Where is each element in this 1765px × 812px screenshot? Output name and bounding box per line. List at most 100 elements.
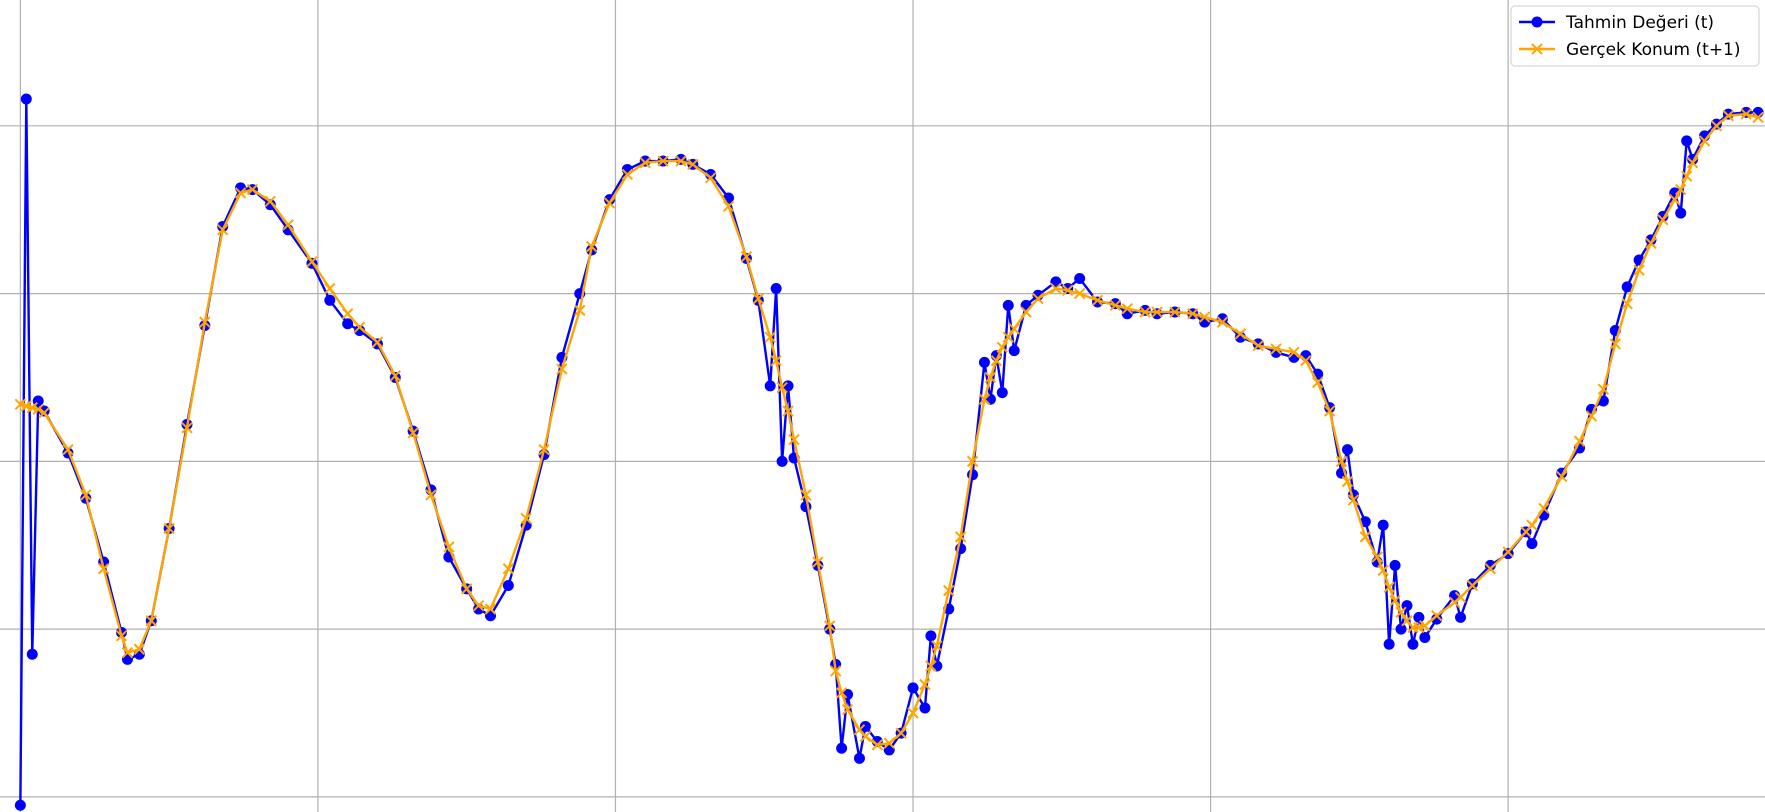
point	[1312, 376, 1324, 389]
point	[520, 512, 532, 525]
point	[829, 665, 842, 677]
point	[883, 737, 895, 749]
point	[770, 354, 782, 367]
point	[770, 283, 782, 295]
point	[1109, 299, 1122, 312]
point	[1455, 611, 1467, 623]
point	[1609, 338, 1621, 350]
point	[835, 687, 848, 699]
point	[121, 646, 134, 659]
point	[1377, 519, 1389, 531]
point	[472, 599, 485, 612]
point	[324, 294, 336, 306]
point	[1288, 346, 1300, 359]
point	[1395, 606, 1407, 619]
point	[282, 219, 294, 231]
point	[1020, 306, 1032, 318]
point	[1454, 591, 1467, 603]
point	[1383, 638, 1395, 650]
point	[502, 580, 514, 592]
point	[1169, 306, 1181, 318]
point	[1008, 323, 1020, 335]
point	[1389, 594, 1401, 607]
point	[919, 678, 931, 691]
point	[1680, 170, 1693, 182]
point	[1395, 623, 1407, 635]
point	[1645, 237, 1657, 249]
point	[234, 187, 247, 199]
point	[704, 172, 717, 184]
point	[556, 363, 568, 375]
point	[80, 489, 92, 501]
point	[925, 630, 937, 642]
point	[342, 318, 354, 330]
point	[752, 292, 765, 305]
point	[1675, 207, 1687, 219]
point	[1502, 546, 1514, 558]
point	[1431, 610, 1443, 622]
point	[722, 200, 735, 213]
point	[1139, 306, 1151, 318]
point	[460, 583, 473, 595]
point	[246, 183, 259, 196]
point	[1686, 157, 1699, 169]
point	[1597, 383, 1610, 395]
point	[978, 393, 991, 405]
point	[574, 304, 586, 317]
point	[14, 799, 26, 811]
point	[341, 308, 354, 320]
point	[1526, 538, 1538, 550]
point	[1657, 214, 1669, 226]
point	[996, 341, 1009, 353]
point	[1752, 111, 1764, 124]
point	[1074, 272, 1086, 284]
point	[1484, 563, 1496, 575]
point	[1419, 632, 1431, 644]
point	[20, 93, 32, 105]
point	[264, 199, 276, 211]
point	[639, 157, 651, 169]
point	[306, 256, 318, 268]
point	[354, 325, 366, 337]
point	[1323, 405, 1336, 417]
point	[1335, 455, 1348, 468]
point	[389, 370, 401, 382]
point	[687, 158, 699, 171]
point	[62, 443, 74, 456]
point	[675, 155, 687, 167]
point	[216, 224, 229, 236]
point	[1556, 470, 1568, 483]
point	[1466, 579, 1479, 592]
point	[1252, 339, 1264, 352]
point	[1234, 328, 1247, 340]
legend-label: Tahmin Değeri (t)	[1565, 13, 1714, 33]
point	[1216, 316, 1229, 328]
point	[954, 531, 967, 543]
point	[133, 643, 146, 655]
point	[1359, 531, 1372, 543]
line	[20, 112, 1759, 747]
point	[443, 541, 455, 553]
point	[353, 321, 366, 333]
point	[1621, 281, 1633, 293]
point	[871, 739, 884, 751]
point	[943, 584, 955, 597]
point	[502, 563, 515, 575]
series	[14, 108, 1764, 751]
point	[1389, 559, 1401, 571]
point	[1347, 494, 1360, 506]
point	[1413, 611, 1425, 623]
point	[853, 752, 865, 764]
point	[1121, 302, 1133, 315]
point	[425, 489, 437, 501]
point	[764, 380, 776, 392]
point	[1270, 343, 1282, 355]
point	[324, 282, 336, 295]
point	[97, 563, 110, 575]
point	[740, 250, 753, 263]
point	[163, 522, 175, 535]
point	[925, 660, 937, 672]
point	[990, 354, 1003, 367]
line	[19, 98, 1759, 806]
point	[1669, 193, 1681, 206]
